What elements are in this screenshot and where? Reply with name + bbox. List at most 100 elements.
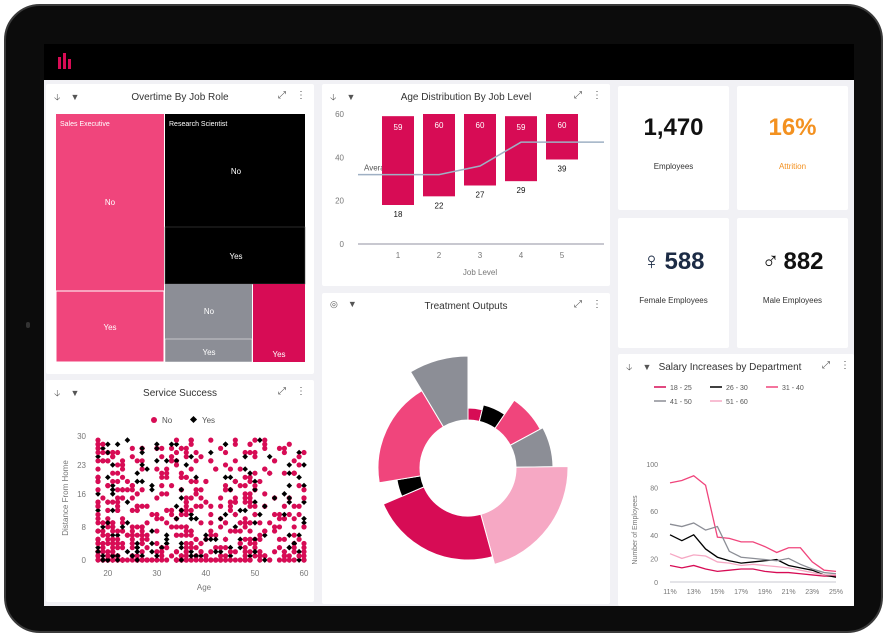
scatter-point-yes	[95, 548, 101, 555]
scatter-point-no	[164, 520, 170, 526]
scatter-point-yes	[178, 557, 185, 563]
scatter-point-yes	[301, 515, 307, 522]
scatter-point-no	[296, 483, 302, 489]
scatter-point-no	[222, 520, 229, 526]
more-icon[interactable]: ⋮	[296, 90, 306, 101]
bar-max-label: 59	[517, 123, 526, 132]
scatter-point-no	[178, 553, 184, 559]
scatter-point-no	[188, 528, 194, 534]
x-tick-label: 11%	[663, 589, 677, 596]
y-tick-label: 60	[650, 509, 658, 516]
scatter-point-no	[144, 503, 150, 509]
scatter-point-no	[296, 553, 302, 559]
scatter-point-yes	[139, 553, 145, 559]
treemap-cell-pink-yes	[253, 284, 305, 362]
age-range-bar	[382, 116, 414, 205]
scatter-point-yes	[252, 499, 258, 505]
scatter-point-no	[95, 445, 101, 451]
scatter-point-no	[286, 441, 292, 447]
scatter-point-no	[188, 545, 194, 551]
expand-icon[interactable]: ⤢	[574, 90, 582, 101]
sort-icon[interactable]: 🡣	[330, 92, 337, 102]
scatter-point-no	[291, 516, 297, 522]
scatter-point-no	[247, 495, 253, 501]
scatter-point-no	[291, 549, 297, 555]
filter-icon[interactable]: ▼	[70, 388, 80, 398]
scatter-point-no	[188, 507, 194, 513]
expand-icon[interactable]: ⤢	[278, 386, 286, 397]
kpi-male[interactable]: ♂ 882 Male Employees	[737, 218, 848, 348]
x-tick-label: 4	[519, 251, 524, 260]
scatter-point-no	[208, 511, 214, 518]
scatter-point-yes	[237, 507, 244, 514]
scatter-point-no	[100, 458, 106, 464]
scatter-point-no	[183, 445, 189, 451]
sort-icon[interactable]: 🡣	[54, 388, 61, 398]
sort-icon[interactable]: 🡣	[54, 92, 61, 102]
more-icon[interactable]: ⋮	[840, 360, 850, 371]
scatter-point-no	[168, 553, 175, 559]
pin-icon[interactable]: ◎	[330, 299, 338, 309]
expand-icon[interactable]: ⤢	[822, 360, 830, 371]
kpi-attrition[interactable]: 16% Attrition	[737, 86, 848, 210]
app-logo-icon[interactable]	[58, 53, 76, 69]
filter-icon[interactable]: ▼	[346, 92, 356, 102]
y-tick-label: 0	[654, 580, 658, 587]
scatter-point-no	[281, 557, 287, 563]
scatter-point-yes	[203, 532, 209, 539]
scatter-point-no	[193, 557, 199, 563]
scatter-point-no	[188, 437, 194, 443]
scatter-point-no	[119, 528, 126, 534]
more-icon[interactable]: ⋮	[592, 90, 602, 101]
scatter-point-no	[237, 557, 243, 563]
scatter-point-no	[144, 557, 150, 563]
scatter-point-yes	[296, 557, 302, 563]
scatter-point-no	[247, 478, 253, 485]
scatter-point-no	[198, 454, 204, 460]
expand-icon[interactable]: ⤢	[574, 299, 582, 310]
more-icon[interactable]: ⋮	[592, 299, 602, 310]
kpi-female[interactable]: ♀ 588 Female Employees	[618, 218, 729, 348]
kpi-employees[interactable]: 1,470 Employees	[618, 86, 729, 210]
scatter-point-yes	[173, 457, 180, 464]
scatter-point-no	[95, 437, 101, 443]
scatter-point-no	[193, 491, 199, 497]
scatter-point-no	[159, 483, 165, 489]
scatter-point-no	[247, 499, 253, 505]
more-icon[interactable]: ⋮	[296, 386, 306, 397]
scatter-point-no	[242, 516, 248, 522]
filter-icon[interactable]: ▼	[642, 362, 652, 372]
scatter-point-no	[183, 540, 189, 547]
scatter-point-no	[119, 474, 126, 480]
scatter-point-no	[100, 520, 106, 526]
scatter-point-no	[203, 499, 209, 505]
filter-icon[interactable]: ▼	[70, 92, 80, 102]
scatter-point-no	[198, 503, 204, 509]
scatter-point-yes	[291, 540, 298, 547]
scatter-point-no	[218, 545, 224, 551]
scatter-point-no	[183, 549, 189, 555]
y-tick-label: 40	[650, 533, 658, 540]
scatter-point-no	[222, 536, 229, 542]
scatter-point-no	[115, 462, 121, 468]
scatter-point-no	[242, 557, 248, 563]
sort-icon[interactable]: 🡣	[626, 362, 633, 372]
scatter-point-yes	[104, 474, 111, 481]
expand-icon[interactable]: ⤢	[278, 90, 286, 101]
scatter-point-no	[144, 536, 150, 542]
scatter-point-no	[267, 470, 273, 476]
scatter-point-no	[178, 524, 184, 530]
scatter-point-yes	[237, 544, 244, 551]
scatter-point-no	[164, 507, 170, 513]
y-tick-label: 80	[650, 486, 658, 493]
scatter-point-yes	[173, 515, 180, 522]
scatter-point-no	[218, 557, 224, 563]
scatter-point-no	[222, 487, 229, 493]
scatter-point-yes	[124, 548, 131, 555]
scatter-point-no	[100, 549, 106, 555]
scatter-point-no	[129, 532, 135, 538]
scatter-point-no	[168, 511, 175, 518]
scatter-point-yes	[296, 548, 302, 555]
filter-icon[interactable]: ▼	[347, 299, 357, 309]
scatter-point-yes	[281, 491, 288, 497]
